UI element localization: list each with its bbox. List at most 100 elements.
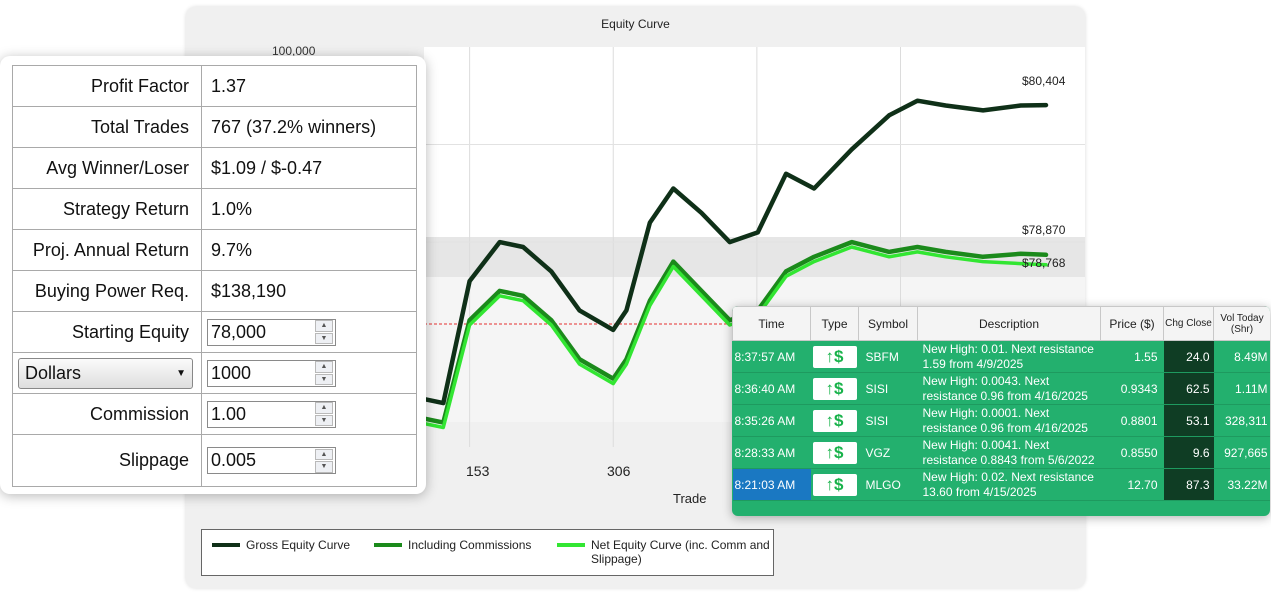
stats-row: Avg Winner/Loser $1.09 / $-0.47 — [12, 147, 417, 189]
alert-description: New High: 0.0001. Next resistance 0.96 f… — [917, 404, 1101, 437]
spinner-down-button[interactable]: ▼ — [315, 373, 333, 385]
stat-value: $1.09 / $-0.47 — [201, 147, 417, 189]
alert-symbol: SISI — [858, 404, 918, 437]
stat-label: Buying Power Req. — [12, 270, 202, 312]
spinner-up-button[interactable]: ▲ — [315, 320, 333, 332]
stats-row: Buying Power Req. $138,190 — [12, 270, 417, 312]
equity-chart: 100,000 $80,404 $78,870 $78,768 153 306 … — [272, 44, 1085, 506]
stats-row: Strategy Return 1.0% — [12, 188, 417, 230]
sizing-mode-value: Dollars — [25, 362, 82, 383]
alert-type-cell: ↑$ — [810, 372, 859, 405]
alert-volume: 8.49M — [1213, 340, 1270, 373]
stat-value: 1.0% — [201, 188, 417, 230]
stats-row: Dollars ▼ 1000 ▲ ▼ — [12, 352, 417, 394]
alert-time: 8:21:03 AM — [732, 468, 811, 501]
alert-row[interactable]: 8:36:40 AM ↑$ SISI New High: 0.0043. Nex… — [732, 372, 1270, 405]
stats-row: Proj. Annual Return 9.7% — [12, 229, 417, 271]
alerts-window: Time Type Symbol Description Price ($) C… — [732, 306, 1270, 516]
slippage-spinner[interactable]: 0.005 ▲ ▼ — [207, 447, 336, 474]
x-tick-label: 153 — [466, 463, 490, 479]
legend-swatch — [212, 543, 240, 547]
alert-type-cell: ↑$ — [810, 404, 859, 437]
x-tick-label: 306 — [607, 463, 631, 479]
alert-description: New High: 0.02. Next resistance 13.60 fr… — [917, 468, 1101, 501]
spinner-buttons: ▲ ▼ — [315, 448, 333, 473]
alerts-header-row: Time Type Symbol Description Price ($) C… — [732, 306, 1270, 341]
column-header-type[interactable]: Type — [810, 306, 859, 341]
alert-description: New High: 0.0043. Next resistance 0.96 f… — [917, 372, 1101, 405]
legend-swatch — [374, 543, 402, 547]
alert-symbol: VGZ — [858, 436, 918, 469]
sizing-value-input[interactable]: 1000 — [211, 362, 252, 383]
stats-table: Profit Factor 1.37 Total Trades 767 (37.2%… — [12, 65, 417, 487]
legend-item-commissions: Including Commissions — [374, 538, 531, 552]
alert-row[interactable]: 8:28:33 AM ↑$ VGZ New High: 0.0041. Next… — [732, 436, 1270, 469]
stats-row: Profit Factor 1.37 — [12, 65, 417, 107]
legend-label: Gross Equity Curve — [246, 538, 351, 552]
chart-title: Equity Curve — [601, 17, 670, 31]
column-header-price[interactable]: Price ($) — [1100, 306, 1164, 341]
spinner-buttons: ▲ ▼ — [315, 402, 333, 427]
starting-equity-cell: 78,000 ▲ ▼ — [201, 311, 417, 353]
alert-chg-close: 24.0 — [1163, 340, 1214, 373]
commission-input[interactable]: 1.00 — [211, 403, 247, 424]
starting-equity-input[interactable]: 78,000 — [211, 321, 267, 342]
sizing-mode-dropdown[interactable]: Dollars ▼ — [18, 357, 193, 389]
spinner-down-button[interactable]: ▼ — [315, 414, 333, 426]
alert-price: 1.55 — [1100, 340, 1164, 373]
x-axis-label: Trade — [673, 491, 706, 506]
commission-spinner[interactable]: 1.00 ▲ ▼ — [207, 400, 336, 428]
alert-type-cell: ↑$ — [810, 436, 859, 469]
sizing-value-spinner[interactable]: 1000 ▲ ▼ — [207, 359, 336, 387]
series-line-commissions — [417, 239, 1049, 425]
slippage-label: Slippage — [12, 434, 202, 487]
alert-volume: 328,311 — [1213, 404, 1270, 437]
alert-row[interactable]: 8:35:26 AM ↑$ SISI New High: 0.0001. Nex… — [732, 404, 1270, 437]
alert-row[interactable]: 8:21:03 AM ↑$ MLGO New High: 0.02. Next … — [732, 468, 1270, 501]
starting-equity-spinner[interactable]: 78,000 ▲ ▼ — [207, 318, 336, 346]
alert-volume: 927,665 — [1213, 436, 1270, 469]
column-header-description[interactable]: Description — [917, 306, 1101, 341]
stats-row: Slippage 0.005 ▲ ▼ — [12, 434, 417, 487]
alert-description: New High: 0.0041. Next resistance 0.8843… — [917, 436, 1101, 469]
alert-time: 8:28:33 AM — [732, 436, 811, 469]
alert-volume: 1.11M — [1213, 372, 1270, 405]
spinner-buttons: ▲ ▼ — [315, 320, 333, 345]
spinner-down-button[interactable]: ▼ — [315, 332, 333, 344]
series-line-gross — [417, 98, 1049, 406]
spinner-up-button[interactable]: ▲ — [315, 402, 333, 414]
commission-label: Commission — [12, 393, 202, 435]
spinner-up-button[interactable]: ▲ — [315, 361, 333, 373]
new-high-icon: ↑$ — [812, 441, 857, 464]
alert-chg-close: 9.6 — [1163, 436, 1214, 469]
new-high-icon: ↑$ — [812, 473, 857, 496]
alert-symbol: MLGO — [858, 468, 918, 501]
new-high-icon: ↑$ — [812, 377, 857, 400]
column-header-chg-close[interactable]: Chg Close — [1163, 306, 1214, 341]
alert-time: 8:36:40 AM — [732, 372, 811, 405]
sizing-mode-cell: Dollars ▼ — [12, 352, 202, 394]
end-label-net: $78,768 — [1022, 256, 1066, 270]
alert-price: 0.8550 — [1100, 436, 1164, 469]
alert-price: 12.70 — [1100, 468, 1164, 501]
legend-item-net: Net Equity Curve (inc. Comm and Slippage… — [557, 538, 772, 566]
stat-value: 9.7% — [201, 229, 417, 271]
chevron-down-icon: ▼ — [176, 367, 186, 379]
alert-type-cell: ↑$ — [810, 468, 859, 501]
alert-time: 8:37:57 AM — [732, 340, 811, 373]
alert-row[interactable]: 8:37:57 AM ↑$ SBFM New High: 0.01. Next … — [732, 340, 1270, 373]
column-header-symbol[interactable]: Symbol — [858, 306, 918, 341]
spinner-down-button[interactable]: ▼ — [315, 461, 333, 473]
column-header-time[interactable]: Time — [732, 306, 811, 341]
end-label-gross: $80,404 — [1022, 74, 1066, 88]
legend-label: Including Commissions — [408, 538, 532, 552]
legend-swatch — [557, 543, 585, 547]
stat-label: Avg Winner/Loser — [12, 147, 202, 189]
slippage-input[interactable]: 0.005 — [211, 450, 257, 470]
end-label-commissions: $78,870 — [1022, 223, 1066, 237]
column-header-vol-today[interactable]: Vol Today (Shr) — [1213, 306, 1270, 341]
new-high-icon: ↑$ — [812, 409, 857, 432]
stats-row: Commission 1.00 ▲ ▼ — [12, 393, 417, 435]
spinner-up-button[interactable]: ▲ — [315, 448, 333, 460]
stat-label: Proj. Annual Return — [12, 229, 202, 271]
